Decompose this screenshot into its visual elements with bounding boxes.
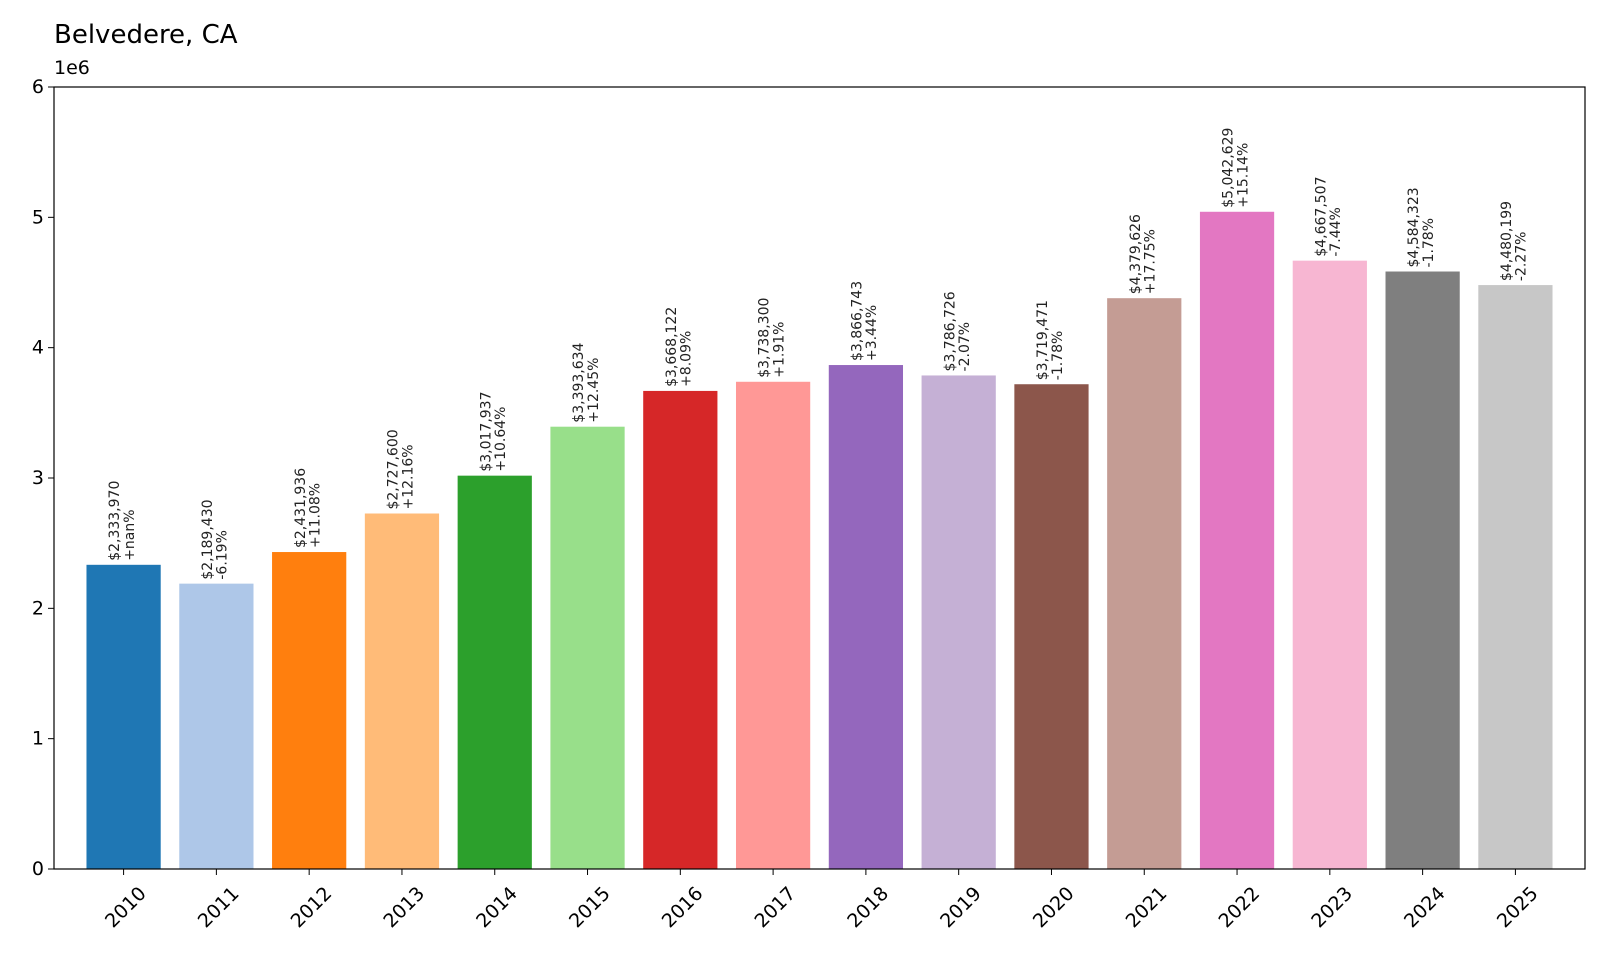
change-label: +nan% [122,509,138,560]
bar-2022 [1199,211,1275,870]
y-axis-offset-label: 1e6 [54,57,90,79]
bar-2019 [921,375,996,869]
price-label: $3,393,634 [571,342,587,422]
x-tick-label-2014: 2014 [472,883,522,933]
y-tick-label-1: 1 [32,728,44,750]
data-label-2017: $3,738,300+1.91% [757,298,788,378]
y-tick-label-3: 3 [32,467,44,489]
change-label: -2.07% [957,322,973,372]
bar-2021 [1107,298,1182,870]
y-tick-label-4: 4 [32,337,44,359]
y-tick-label-6: 6 [32,76,44,98]
data-label-2015: $3,393,634+12.45% [571,342,602,422]
bar-2024 [1385,271,1460,869]
bar-2013 [364,513,440,869]
bar-2010 [86,564,161,869]
change-label: +10.64% [493,407,509,472]
x-tick-label-2016: 2016 [658,883,708,933]
change-label: +12.45% [586,358,602,423]
data-label-2019: $3,786,726-2.07% [942,291,973,371]
x-tick-label-2023: 2023 [1307,883,1357,933]
y-tick-label-5: 5 [32,206,44,228]
change-label: +15.14% [1235,143,1251,208]
chart-title: Belvedere, CA [54,20,238,50]
x-tick-label-2011: 2011 [194,883,244,933]
bar-2020 [1014,384,1089,869]
data-label-2020: $3,719,471-1.78% [1035,300,1066,380]
change-label: -7.44% [1328,207,1344,257]
price-label: $5,042,629 [1221,128,1237,208]
change-label: -1.78% [1421,218,1437,268]
price-label: $3,017,937 [478,391,494,471]
x-tick-label-2024: 2024 [1400,883,1450,933]
x-tick-label-2021: 2021 [1122,883,1172,933]
x-tick-label-2018: 2018 [843,883,893,933]
data-label-2012: $2,431,936+11.08% [293,468,324,548]
price-label: $4,667,507 [1313,176,1329,256]
bar-2011 [179,583,254,869]
price-label: $2,431,936 [293,468,309,548]
y-tick-label-2: 2 [32,597,44,619]
bar-2018 [828,365,904,869]
price-label: $2,189,430 [200,499,216,579]
bar-2023 [1292,260,1367,870]
data-label-2024: $4,584,323-1.78% [1406,187,1437,267]
data-label-2013: $2,727,600+12.16% [386,429,417,509]
change-label: +1.91% [771,322,787,378]
y-axis: 0 1 2 3 4 5 6 [32,76,54,880]
x-tick-label-2017: 2017 [751,883,801,933]
x-tick-label-2013: 2013 [379,883,429,933]
data-label-2022: $5,042,629+15.14% [1221,128,1252,208]
price-label: $3,866,743 [849,281,865,361]
bar-2017 [735,381,811,869]
bar-2015 [550,426,625,869]
data-label-2011: $2,189,430-6.19% [200,499,231,579]
bar-2016 [643,390,718,869]
x-axis: 2010 2011 2012 2013 2014 2015 2016 2017 2018 2019… [101,869,1543,932]
x-tick-label-2015: 2015 [565,883,615,933]
data-label-2018: $3,866,743+3.44% [849,281,880,361]
price-label: $3,786,726 [942,291,958,371]
change-label: -6.19% [215,530,231,580]
change-label: -2.27% [1514,232,1530,282]
data-label-2021: $4,379,626+17.75% [1128,214,1159,294]
change-label: +12.16% [400,444,416,509]
change-label: +8.09% [679,331,695,387]
x-tick-label-2019: 2019 [936,883,986,933]
price-label: $4,480,199 [1499,201,1515,281]
price-label: $3,668,122 [664,307,680,387]
price-label: $2,333,970 [107,481,123,561]
data-label-2023: $4,667,507-7.44% [1313,176,1344,256]
price-label: $4,584,323 [1406,187,1422,267]
data-label-2016: $3,668,122+8.09% [664,307,695,387]
change-label: +17.75% [1143,229,1159,294]
x-tick-label-2022: 2022 [1214,883,1264,933]
data-label-2010: $2,333,970+nan% [107,481,138,561]
x-tick-label-2020: 2020 [1029,883,1079,933]
bar-2012 [272,552,347,869]
bar-2014 [457,475,532,869]
price-label: $4,379,626 [1128,214,1144,294]
change-label: +3.44% [864,305,880,361]
bar-2025 [1478,285,1553,870]
x-tick-label-2010: 2010 [101,883,151,933]
x-tick-label-2012: 2012 [287,883,337,933]
price-label: $2,727,600 [386,429,402,509]
change-label: -1.78% [1050,331,1066,381]
price-label: $3,719,471 [1035,300,1051,380]
data-labels-group: $2,333,970+nan% $2,189,430-6.19% $2,431,93… [107,128,1530,580]
data-label-2014: $3,017,937+10.64% [478,391,509,471]
data-label-2025: $4,480,199-2.27% [1499,201,1530,281]
bars-group [86,211,1553,870]
change-label: +11.08% [307,483,323,548]
price-label: $3,738,300 [757,298,773,378]
x-tick-label-2025: 2025 [1493,883,1543,933]
y-tick-label-0: 0 [32,858,44,880]
